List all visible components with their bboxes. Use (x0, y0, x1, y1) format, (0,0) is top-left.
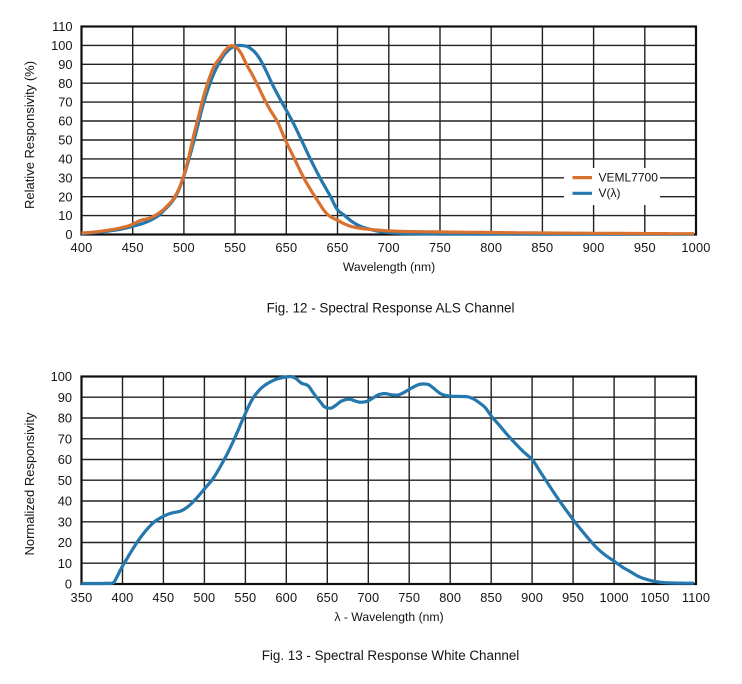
svg-text:750: 750 (429, 240, 451, 255)
svg-text:80: 80 (58, 411, 72, 426)
svg-text:40: 40 (58, 152, 72, 167)
svg-text:50: 50 (58, 133, 72, 148)
svg-text:60: 60 (58, 114, 72, 129)
svg-text:100: 100 (51, 38, 72, 53)
svg-text:400: 400 (112, 590, 134, 605)
svg-text:450: 450 (122, 240, 144, 255)
svg-text:1050: 1050 (640, 590, 669, 605)
svg-text:550: 550 (234, 590, 256, 605)
svg-text:50: 50 (58, 473, 72, 488)
svg-text:550: 550 (224, 240, 246, 255)
svg-text:1000: 1000 (681, 240, 710, 255)
svg-text:500: 500 (193, 590, 215, 605)
svg-text:850: 850 (531, 240, 553, 255)
svg-text:10: 10 (58, 556, 72, 571)
svg-text:650: 650 (327, 240, 349, 255)
svg-text:700: 700 (378, 240, 400, 255)
svg-text:VEML7700: VEML7700 (599, 170, 659, 184)
svg-text:800: 800 (480, 240, 502, 255)
svg-text:10: 10 (58, 208, 72, 223)
svg-text:450: 450 (152, 590, 174, 605)
svg-text:650: 650 (316, 590, 338, 605)
svg-text:800: 800 (439, 590, 461, 605)
svg-text:900: 900 (583, 240, 605, 255)
svg-text:20: 20 (58, 189, 72, 204)
svg-text:90: 90 (58, 390, 72, 405)
svg-text:Relative Responsivity (%): Relative Responsivity (%) (22, 61, 37, 209)
svg-text:40: 40 (58, 494, 72, 509)
svg-text:110: 110 (52, 19, 72, 34)
svg-text:70: 70 (58, 431, 72, 446)
svg-text:500: 500 (173, 240, 195, 255)
svg-text:70: 70 (58, 95, 72, 110)
svg-text:400: 400 (71, 240, 93, 255)
svg-text:750: 750 (398, 590, 420, 605)
svg-text:850: 850 (480, 590, 502, 605)
svg-text:30: 30 (58, 514, 72, 529)
svg-text:Wavelength (nm): Wavelength (nm) (343, 260, 435, 274)
svg-text:900: 900 (521, 590, 543, 605)
svg-text:700: 700 (357, 590, 379, 605)
svg-text:60: 60 (58, 452, 72, 467)
svg-text:Normalized Responsivity: Normalized Responsivity (22, 412, 37, 556)
svg-text:80: 80 (58, 76, 72, 91)
svg-text:950: 950 (634, 240, 656, 255)
svg-text:90: 90 (58, 57, 72, 72)
svg-text:950: 950 (562, 590, 584, 605)
svg-text:λ - Wavelength (nm): λ - Wavelength (nm) (334, 610, 443, 624)
svg-text:20: 20 (58, 535, 72, 550)
svg-text:350: 350 (71, 590, 93, 605)
svg-text:600: 600 (275, 590, 297, 605)
svg-text:650: 650 (275, 240, 297, 255)
svg-text:100: 100 (51, 369, 72, 384)
svg-text:V(λ): V(λ) (599, 186, 621, 200)
svg-text:Fig. 13 - Spectral Response Wh: Fig. 13 - Spectral Response White Channe… (262, 648, 520, 663)
svg-text:1100: 1100 (682, 590, 710, 605)
svg-text:Fig. 12 - Spectral Response AL: Fig. 12 - Spectral Response ALS Channel (267, 300, 515, 315)
svg-text:30: 30 (58, 170, 72, 185)
svg-text:0: 0 (65, 227, 72, 242)
svg-text:0: 0 (65, 577, 72, 592)
svg-text:1000: 1000 (599, 590, 628, 605)
